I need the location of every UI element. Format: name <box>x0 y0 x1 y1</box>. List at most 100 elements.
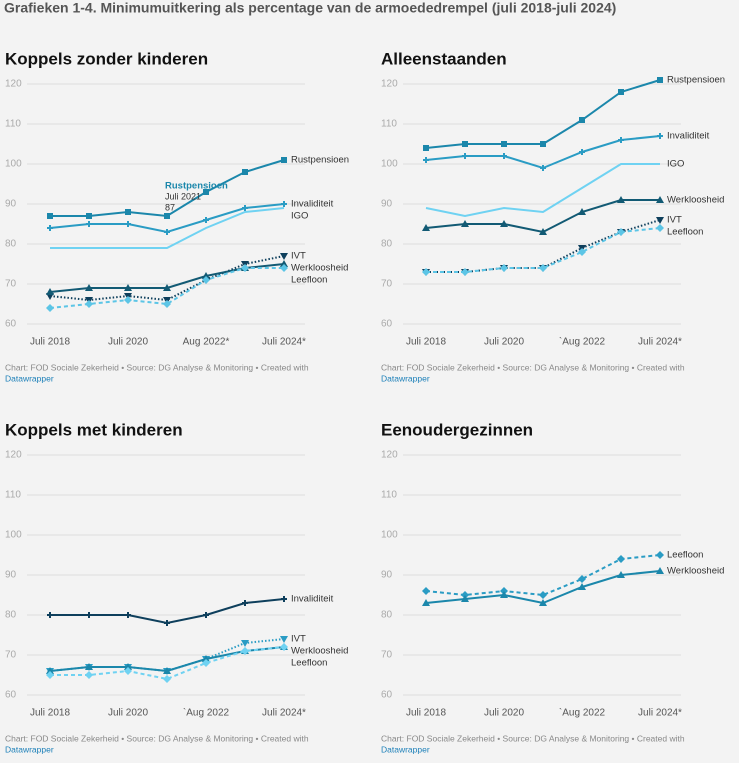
marker <box>241 640 249 647</box>
y-tick-label: 80 <box>5 239 17 250</box>
x-tick-label: Juli 2018 <box>30 337 70 348</box>
marker <box>280 636 288 643</box>
series-label: Leefloon <box>291 658 327 669</box>
marker <box>86 612 92 618</box>
marker <box>280 253 288 260</box>
marker <box>86 213 92 219</box>
source: Chart: FOD Sociale Zekerheid • Source: D… <box>381 362 685 372</box>
marker <box>656 551 664 559</box>
credit[interactable]: Datawrapper <box>381 744 430 754</box>
marker <box>281 596 287 602</box>
marker <box>241 264 249 272</box>
x-tick-label: Juli 2024* <box>262 337 306 348</box>
marker <box>422 599 430 606</box>
series-line <box>50 598 285 625</box>
marker <box>125 612 131 618</box>
y-tick-label: 80 <box>381 610 393 621</box>
marker <box>125 209 131 215</box>
marker <box>579 149 585 155</box>
source: Chart: FOD Sociale Zekerheid • Source: D… <box>381 733 685 743</box>
y-tick-label: 110 <box>381 490 397 501</box>
marker <box>202 272 210 279</box>
series-label: IGO <box>291 211 308 222</box>
page-title: Grafieken 1-4. Minimumuitkering als perc… <box>4 0 616 16</box>
source: Chart: FOD Sociale Zekerheid • Source: D… <box>5 733 309 743</box>
marker <box>539 599 547 606</box>
chart-title: Koppels zonder kinderen <box>5 49 208 68</box>
marker <box>500 591 508 598</box>
credit[interactable]: Datawrapper <box>5 744 54 754</box>
marker <box>540 141 546 147</box>
x-tick-label: Juli 2020 <box>108 708 148 719</box>
marker <box>280 264 288 272</box>
series-label: IVT <box>667 215 682 226</box>
series-label: IVT <box>291 251 306 262</box>
y-tick-label: 60 <box>5 319 17 330</box>
marker <box>578 248 586 256</box>
marker <box>163 284 171 291</box>
marker <box>164 213 170 219</box>
annotation-value: 87 <box>165 202 175 212</box>
marker <box>422 224 430 231</box>
series-label: Invaliditeit <box>291 594 334 605</box>
y-tick-label: 100 <box>381 159 398 170</box>
series-line <box>49 255 285 302</box>
marker <box>539 264 547 272</box>
y-tick-label: 110 <box>5 119 21 130</box>
marker <box>47 612 53 618</box>
marker <box>241 647 249 655</box>
marker <box>242 169 248 175</box>
series-label: Leefloon <box>291 275 327 286</box>
y-tick-label: 90 <box>5 570 17 581</box>
marker <box>85 284 93 291</box>
marker <box>281 157 287 163</box>
marker <box>617 555 625 563</box>
marker <box>124 296 132 304</box>
marker <box>163 675 171 683</box>
marker <box>578 583 586 590</box>
marker <box>656 217 664 224</box>
y-tick-label: 70 <box>381 279 393 290</box>
y-tick-label: 60 <box>381 690 393 701</box>
marker <box>657 77 663 83</box>
credit[interactable]: Datawrapper <box>5 373 54 383</box>
series-line <box>50 207 285 249</box>
y-tick-label: 120 <box>381 450 398 461</box>
x-tick-label: Juli 2020 <box>108 337 148 348</box>
y-tick-label: 90 <box>381 199 393 210</box>
marker <box>500 220 508 227</box>
x-tick-label: Juli 2024* <box>638 708 682 719</box>
marker <box>163 300 171 308</box>
y-tick-label: 100 <box>5 159 22 170</box>
credit[interactable]: Datawrapper <box>381 373 430 383</box>
annotation-title: Rustpensioen <box>165 181 228 192</box>
marker <box>657 133 663 139</box>
x-tick-label: `Aug 2022 <box>559 336 606 348</box>
marker <box>656 567 664 574</box>
series-label: Leefloon <box>667 550 703 561</box>
y-tick-label: 120 <box>381 79 398 90</box>
chart-title: Koppels met kinderen <box>5 420 183 439</box>
marker <box>462 153 468 159</box>
marker <box>656 224 664 232</box>
marker <box>617 196 625 203</box>
marker <box>280 643 288 651</box>
marker <box>47 213 53 219</box>
y-tick-label: 80 <box>381 239 393 250</box>
marker <box>164 620 170 626</box>
marker <box>85 671 93 679</box>
marker <box>540 165 546 171</box>
marker <box>85 663 93 670</box>
marker <box>617 228 625 236</box>
marker <box>501 153 507 159</box>
marker <box>578 575 586 583</box>
chart-title: Eenoudergezinnen <box>381 420 533 439</box>
marker <box>46 667 54 674</box>
marker <box>124 667 132 675</box>
y-tick-label: 60 <box>381 319 393 330</box>
marker <box>203 217 209 223</box>
marker <box>461 595 469 602</box>
source: Chart: FOD Sociale Zekerheid • Source: D… <box>5 362 309 372</box>
x-tick-label: Juli 2018 <box>406 708 446 719</box>
